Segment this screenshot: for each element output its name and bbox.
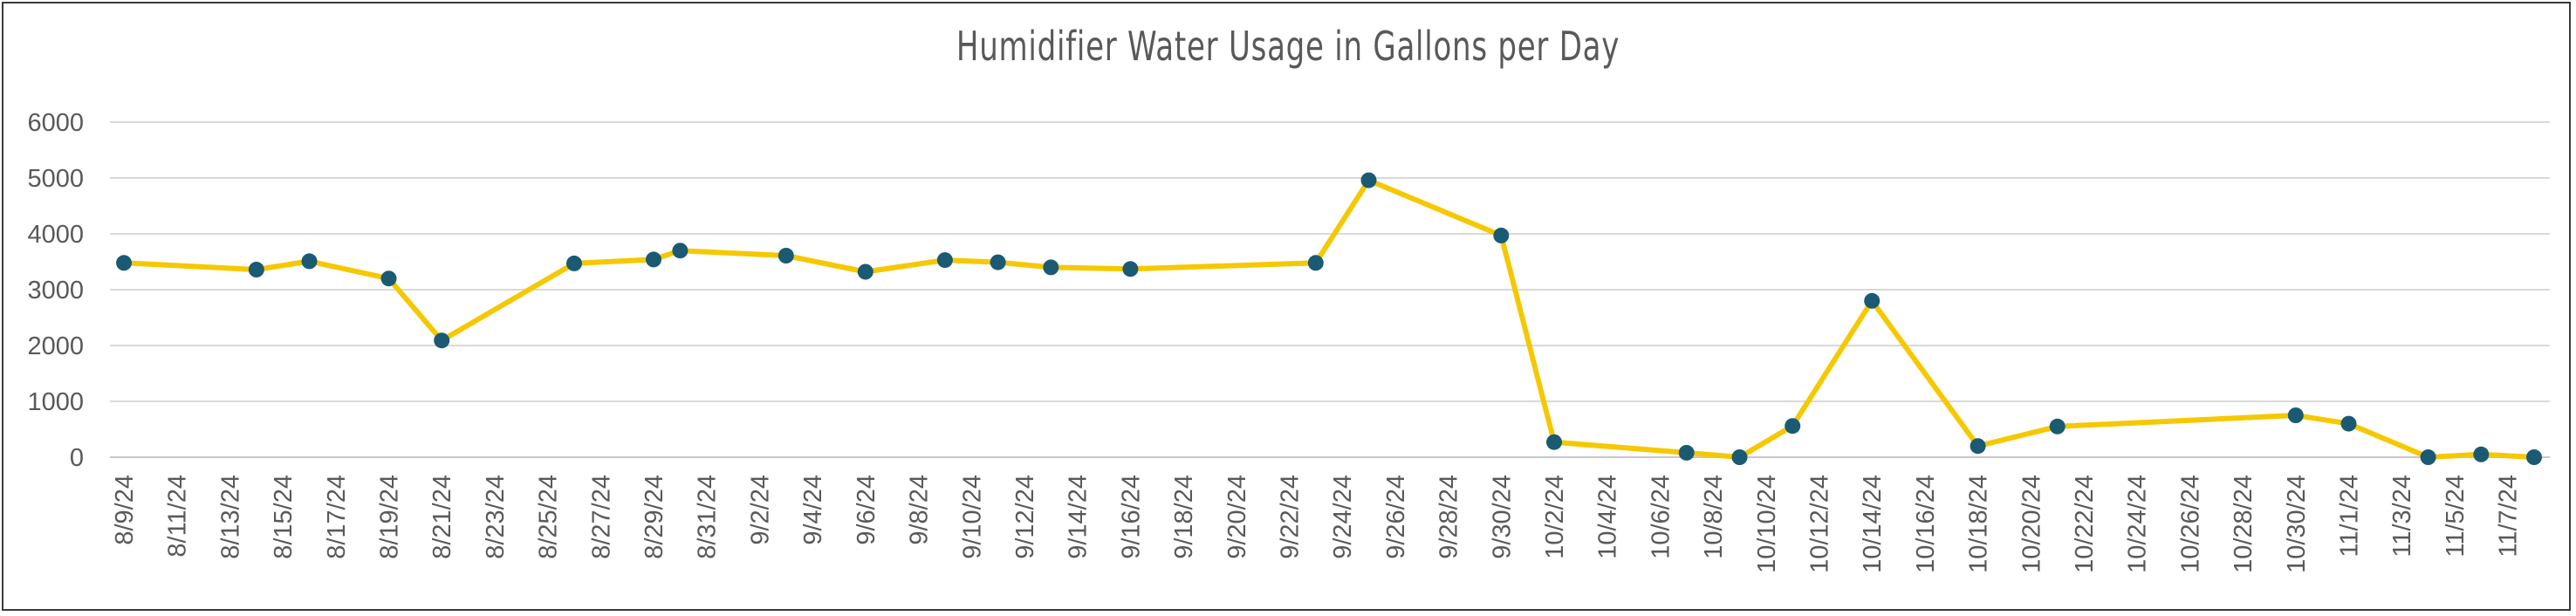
x-tick-label: 8/19/24 (376, 475, 404, 559)
data-point (301, 253, 318, 270)
x-tick-label: 8/17/24 (323, 475, 351, 559)
x-tick-label: 9/26/24 (1382, 475, 1410, 559)
data-point (1360, 172, 1377, 188)
y-tick-label: 1000 (27, 388, 84, 416)
x-tick-label: 10/22/24 (2071, 475, 2099, 573)
x-tick-label: 8/23/24 (482, 475, 510, 559)
x-tick-label: 9/8/24 (906, 475, 934, 545)
x-tick-label: 10/30/24 (2283, 475, 2311, 573)
data-point (2049, 418, 2066, 435)
data-point (566, 255, 582, 271)
data-point (1043, 259, 1059, 276)
x-tick-label: 9/16/24 (1117, 475, 1145, 559)
y-tick-label: 4000 (27, 221, 84, 249)
data-point (1493, 227, 1510, 243)
x-tick-label: 8/9/24 (111, 475, 139, 545)
data-point (990, 254, 1006, 270)
x-tick-label: 8/29/24 (641, 475, 668, 559)
x-tick-label: 11/7/24 (2495, 475, 2523, 558)
x-tick-label: 8/27/24 (587, 475, 615, 559)
x-tick-label: 8/31/24 (694, 475, 722, 559)
chart-title: Humidifier Water Usage in Gallons per Da… (956, 23, 1620, 70)
x-tick-label: 10/6/24 (1647, 475, 1675, 559)
x-tick-label: 11/5/24 (2442, 475, 2470, 558)
x-tick-label: 11/1/24 (2336, 475, 2364, 558)
data-point (1864, 292, 1881, 309)
x-tick-label: 10/14/24 (1859, 475, 1887, 573)
y-tick-label: 3000 (27, 277, 84, 305)
series-line (121, 177, 2537, 460)
data-point (1731, 449, 1748, 465)
x-tick-label: 8/11/24 (164, 475, 192, 558)
data-point (434, 332, 450, 349)
x-tick-label: 8/25/24 (535, 475, 563, 559)
data-point (2420, 449, 2436, 465)
data-point (116, 255, 132, 271)
data-point (857, 264, 874, 280)
y-tick-label: 5000 (27, 165, 84, 193)
data-point (248, 262, 264, 277)
data-point (1122, 261, 1139, 277)
x-tick-label: 10/16/24 (1912, 475, 1940, 573)
x-tick-label: 10/26/24 (2176, 475, 2204, 573)
x-tick-label: 8/21/24 (428, 475, 456, 559)
x-tick-label: 10/2/24 (1541, 475, 1569, 559)
x-tick-label: 10/24/24 (2124, 475, 2152, 573)
x-tick-label: 9/20/24 (1223, 475, 1251, 559)
x-tick-label: 10/20/24 (2018, 475, 2045, 573)
x-tick-label: 9/24/24 (1329, 475, 1357, 559)
y-tick-label: 6000 (27, 109, 84, 137)
data-point (1546, 434, 1562, 450)
data-point (1307, 255, 1324, 271)
data-point (672, 243, 689, 259)
y-tick-label: 2000 (27, 332, 84, 360)
data-point (2473, 446, 2490, 462)
x-tick-label: 9/6/24 (853, 475, 880, 545)
x-tick-label: 9/30/24 (1488, 475, 1516, 559)
x-tick-label: 9/18/24 (1170, 475, 1198, 559)
x-tick-label: 10/4/24 (1594, 475, 1622, 559)
x-tick-label: 10/28/24 (2230, 475, 2257, 573)
x-tick-label: 9/10/24 (958, 475, 986, 559)
x-tick-label: 9/28/24 (1435, 475, 1463, 559)
x-tick-label: 10/12/24 (1806, 475, 1834, 573)
x-tick-label: 8/15/24 (270, 475, 298, 559)
x-tick-label: 11/3/24 (2388, 475, 2416, 558)
x-tick-label: 9/4/24 (799, 475, 827, 545)
data-point (936, 252, 953, 269)
y-tick-label: 0 (70, 444, 84, 472)
data-point (1678, 444, 1695, 461)
x-tick-label: 8/13/24 (216, 475, 244, 559)
data-point (2526, 449, 2542, 465)
x-tick-label: 9/2/24 (746, 475, 774, 545)
x-tick-label: 10/18/24 (1965, 475, 1993, 573)
x-tick-label: 9/14/24 (1065, 475, 1093, 559)
data-point (2340, 415, 2357, 432)
data-point (1785, 418, 1801, 435)
x-tick-label: 9/12/24 (1011, 475, 1039, 559)
data-point (646, 251, 661, 268)
x-tick-label: 9/22/24 (1276, 475, 1304, 559)
data-point (1970, 438, 1986, 455)
data-point (380, 270, 397, 287)
data-point (778, 248, 794, 264)
x-tick-label: 10/8/24 (1700, 475, 1728, 559)
x-tick-label: 10/10/24 (1753, 475, 1781, 573)
data-point (2287, 407, 2304, 423)
